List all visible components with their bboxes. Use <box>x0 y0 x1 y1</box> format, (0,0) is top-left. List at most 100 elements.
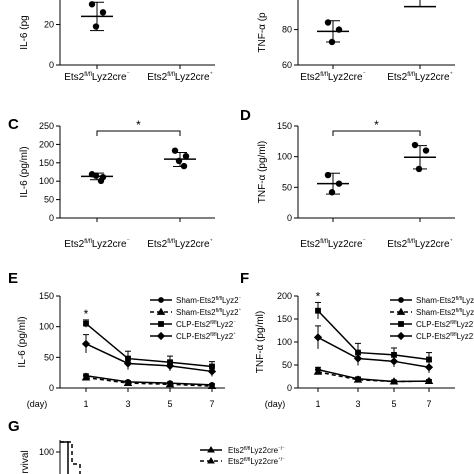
x-category-label: Ets2fl/flLyz2cre⁺ <box>387 238 453 250</box>
data-point <box>165 361 175 371</box>
panel-A: 0 20 IL-6 (pg Ets2fl/flLyz2cre⁻ Ets2fl/flLyz… <box>19 0 215 83</box>
data-point <box>389 377 399 385</box>
data-point <box>171 147 179 154</box>
panel-label-D: D <box>240 107 251 124</box>
data-point <box>328 38 336 46</box>
x-tick-label: 1 <box>83 399 88 409</box>
y-tick-label: 100 <box>39 322 54 332</box>
legend-label: Sham-Ets2fl/flLyz2⁺ <box>176 308 242 317</box>
y-tick-label: 100 <box>277 152 292 162</box>
y-tick-label: 0 <box>287 213 292 223</box>
data-point <box>207 367 217 376</box>
x-tick-label: 3 <box>125 399 130 409</box>
y-axis-title: TNF-α (pg/ml) <box>257 141 268 203</box>
legend-entry: Sham-Ets2fl/flLyz2⁺ <box>150 307 242 317</box>
data-point <box>335 26 343 33</box>
legend-label: Ets2fl/flLyz2cre⁺/⁻ <box>228 457 285 466</box>
x-tick-label: 1 <box>315 399 320 409</box>
legend-entry: CLP-Ets2fl/flLyz2⁺ <box>390 331 474 341</box>
legend-marker <box>207 457 215 464</box>
y-tick-label: 200 <box>39 139 54 149</box>
x-category-label: Ets2fl/flLyz2cre⁺ <box>387 71 453 83</box>
y-axis-title: IL-6 (pg/ml) <box>17 316 28 367</box>
legend-marker <box>156 331 166 341</box>
y-tick-label: 250 <box>39 121 54 131</box>
y-tick-label: 50 <box>44 352 54 362</box>
x-category-label: Ets2fl/flLyz2cre⁻ <box>64 239 130 250</box>
data-point <box>353 375 363 383</box>
data-point <box>324 19 332 26</box>
series-4 <box>81 334 217 377</box>
y-tick-label: 60 <box>282 60 292 70</box>
panel-F: F 0 50 100 150 200 TNF-α (pg/ml) 1 3 5 7 (day) * Sham… <box>240 270 474 409</box>
x-tick-label: 7 <box>209 399 214 409</box>
significance-star: * <box>136 118 141 132</box>
legend-marker <box>158 297 164 303</box>
series-3 <box>315 301 432 367</box>
y-tick-label: 50 <box>282 360 292 370</box>
data-point <box>123 378 133 386</box>
data-point <box>313 333 323 342</box>
y-tick-label: 0 <box>49 213 54 223</box>
legend-marker <box>398 321 404 327</box>
x-category-label: Ets2fl/flLyz2cre⁻ <box>300 72 366 83</box>
x-category-label: Ets2fl/flLyz2cre⁺ <box>147 238 213 250</box>
data-point <box>415 165 423 173</box>
data-point <box>335 180 343 187</box>
x-tick-label: 3 <box>355 399 360 409</box>
legend-label: Ets2fl/flLyz2cre⁻/⁻ <box>228 446 285 455</box>
legend-entry: CLP-Ets2fl/flLyz2⁻ <box>150 320 236 329</box>
y-tick-label: 0 <box>49 383 54 393</box>
data-point <box>83 320 89 327</box>
data-point <box>123 359 133 368</box>
legend-entry: CLP-Ets2fl/flLyz2⁺ <box>150 331 236 341</box>
y-axis-title: IL-6 (pg/ml) <box>19 146 30 197</box>
legend-marker <box>156 307 166 315</box>
significance-star: * <box>316 289 321 303</box>
data-point <box>328 189 336 196</box>
series-1 <box>315 366 432 385</box>
data-point <box>88 1 96 8</box>
data-point <box>353 354 363 363</box>
y-axis-title: TNF-α (pg/ml) <box>255 311 266 373</box>
x-tick-label: 5 <box>167 399 172 409</box>
data-point <box>207 381 217 390</box>
legend-marker <box>398 297 404 303</box>
panel-label-F: F <box>240 270 249 287</box>
legend-marker <box>158 321 164 327</box>
legend-entry: Sham-Ets2fl/flLyz2⁻ <box>150 296 242 305</box>
x-axis-title: (day) <box>265 399 286 409</box>
panel-E: E 0 50 100 150 IL-6 (pg/ml) 1 3 5 7 (day) * Sham-Ets… <box>8 270 242 409</box>
data-point <box>424 376 434 384</box>
y-tick-label: 150 <box>277 121 292 131</box>
y-tick-label: 50 <box>282 182 292 192</box>
data-point <box>92 172 100 179</box>
data-point <box>92 23 100 30</box>
data-point <box>180 162 188 170</box>
legend-marker <box>396 331 406 341</box>
x-tick-label: 5 <box>391 399 396 409</box>
data-point <box>426 356 432 363</box>
legend-marker <box>207 446 215 453</box>
data-point <box>182 152 190 160</box>
x-category-label: Ets2fl/flLyz2cre⁺ <box>147 71 213 83</box>
series-2 <box>313 367 434 385</box>
series-line <box>317 310 430 361</box>
legend-entry: Sham-Ets2fl/flLyz2⁺ <box>390 307 474 317</box>
data-point <box>97 177 105 185</box>
panel-label-C: C <box>8 116 19 133</box>
legend-label: Sham-Ets2fl/flLyz2⁻ <box>416 296 474 305</box>
series-line <box>85 374 213 386</box>
legend-label: Sham-Ets2fl/flLyz2⁻ <box>176 296 242 305</box>
legend-label: CLP-Ets2fl/flLyz2⁻ <box>416 320 474 329</box>
series-line <box>85 343 213 373</box>
panel-C: C 0 50 100 150 200 250 IL-6 (pg/ml) Ets2fl/flLyz… <box>8 116 215 250</box>
panel-label-E: E <box>8 270 18 287</box>
panel-G: G 100 rvival Ets2fl/flLyz2cre⁻/⁻ Ets2fl/flLy… <box>8 418 285 474</box>
x-tick-label: 7 <box>426 399 431 409</box>
data-point <box>422 147 430 154</box>
y-axis-title: IL-6 (pg <box>19 15 30 49</box>
significance-star: * <box>84 307 89 321</box>
data-point <box>313 367 323 375</box>
